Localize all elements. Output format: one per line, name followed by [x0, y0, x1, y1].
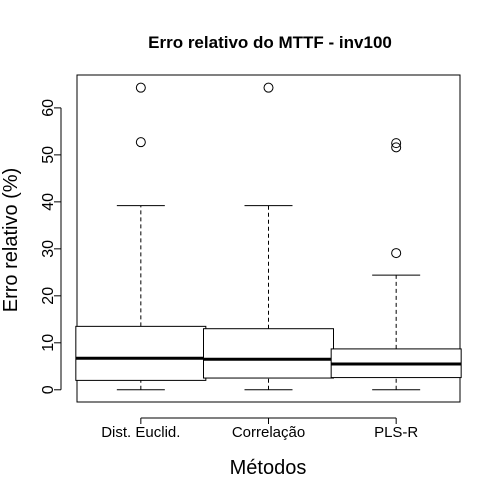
y-tick-label: 20: [40, 287, 57, 305]
y-tick-label: 0: [40, 385, 57, 394]
iqr-box: [75, 325, 207, 381]
box-group: [75, 82, 207, 391]
outlier-point: [135, 137, 146, 148]
chart-title: Erro relativo do MTTF - inv100: [148, 33, 392, 52]
box-group: [330, 138, 462, 391]
x-axis-label: Métodos: [230, 457, 307, 479]
x-tick-label: PLS-R: [374, 424, 418, 441]
y-axis: 0 10 20 30 40 50 60: [40, 99, 62, 394]
y-tick-label: 10: [40, 334, 57, 352]
y-tick-label: 60: [40, 99, 57, 117]
outlier-point: [263, 82, 274, 93]
outlier-point: [135, 82, 146, 93]
x-tick-label: Correlação: [232, 424, 305, 441]
y-tick-label: 50: [40, 146, 57, 164]
y-tick-label: 40: [40, 193, 57, 211]
y-tick-label: 30: [40, 240, 57, 258]
outlier-point: [391, 138, 402, 149]
outlier-point: [391, 248, 402, 259]
plot-frame: [76, 74, 461, 403]
outlier-point: [391, 142, 402, 153]
x-tick-label: Dist. Euclid.: [101, 424, 180, 441]
iqr-box: [203, 328, 334, 379]
box-group: [203, 82, 334, 391]
boxes-group: [75, 82, 462, 391]
y-axis-label: Erro relativo (%): [0, 168, 22, 312]
x-axis: Dist. Euclid. Correlação PLS-R: [101, 417, 418, 441]
